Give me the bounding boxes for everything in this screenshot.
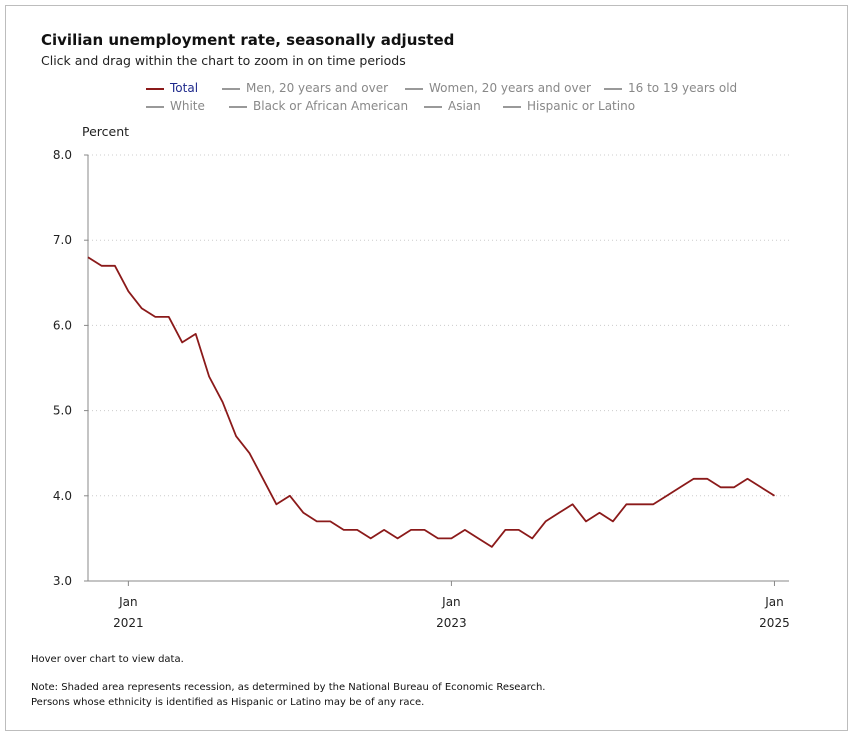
data-point[interactable] xyxy=(448,535,454,541)
legend-label: Asian xyxy=(448,99,481,113)
data-point[interactable] xyxy=(731,484,737,490)
x-tick-year-label: 2025 xyxy=(759,616,790,630)
data-point[interactable] xyxy=(704,476,710,482)
data-point[interactable] xyxy=(112,263,118,269)
data-point[interactable] xyxy=(381,527,387,533)
data-point[interactable] xyxy=(664,493,670,499)
legend-swatch xyxy=(604,88,622,90)
data-point[interactable] xyxy=(543,518,549,524)
data-point[interactable] xyxy=(502,527,508,533)
y-tick-label: 6.0 xyxy=(53,318,72,332)
data-point[interactable] xyxy=(139,305,145,311)
note-recession: Note: Shaded area represents recession, … xyxy=(31,682,546,693)
y-axis-unit-label: Percent xyxy=(82,124,130,139)
y-tick-label: 4.0 xyxy=(53,489,72,503)
x-tick-month-label: Jan xyxy=(441,595,461,609)
data-point[interactable] xyxy=(570,501,576,507)
series-line-total xyxy=(87,256,775,548)
data-point[interactable] xyxy=(300,510,306,516)
data-point[interactable] xyxy=(637,501,643,507)
x-axis: Jan 2021 Jan 2023 Jan 2025 xyxy=(88,580,790,630)
note-hispanic: Persons whose ethnicity is identified as… xyxy=(31,697,425,708)
data-point[interactable] xyxy=(745,476,751,482)
data-point[interactable] xyxy=(583,518,589,524)
data-point[interactable] xyxy=(758,484,764,490)
chart-subtitle: Click and drag within the chart to zoom … xyxy=(41,53,406,68)
data-point[interactable] xyxy=(327,518,333,524)
data-point[interactable] xyxy=(422,527,428,533)
data-point[interactable] xyxy=(395,535,401,541)
legend-swatch xyxy=(146,88,164,90)
data-point[interactable] xyxy=(435,535,441,541)
legend-label: Total xyxy=(170,81,199,95)
legend-swatch xyxy=(222,88,240,90)
chart-frame xyxy=(5,5,848,731)
x-tick-year-label: 2023 xyxy=(436,616,467,630)
legend-row-2: White Black or African American Asian Hi… xyxy=(146,99,786,115)
data-point[interactable] xyxy=(314,518,320,524)
data-point[interactable] xyxy=(206,374,212,380)
legend-swatch xyxy=(424,106,442,108)
legend-label: Men, 20 years and over xyxy=(246,81,389,95)
data-point[interactable] xyxy=(273,501,279,507)
y-axis: 8.0 7.0 6.0 5.0 4.0 3.0 xyxy=(53,148,89,588)
legend-swatch xyxy=(503,106,521,108)
legend-swatch xyxy=(146,106,164,108)
data-point[interactable] xyxy=(341,527,347,533)
data-point[interactable] xyxy=(166,314,172,320)
data-point[interactable] xyxy=(287,493,293,499)
series-layer xyxy=(85,254,777,550)
data-point[interactable] xyxy=(152,314,158,320)
y-tick-label: 8.0 xyxy=(53,148,72,162)
data-point[interactable] xyxy=(193,331,199,337)
data-point[interactable] xyxy=(220,399,226,405)
data-point[interactable] xyxy=(475,535,481,541)
y-tick-label: 7.0 xyxy=(53,233,72,247)
data-point[interactable] xyxy=(691,476,697,482)
legend-label: White xyxy=(170,99,205,113)
data-point[interactable] xyxy=(718,484,724,490)
data-point[interactable] xyxy=(771,493,777,499)
data-point[interactable] xyxy=(650,501,656,507)
data-point[interactable] xyxy=(85,254,91,260)
data-point[interactable] xyxy=(368,535,374,541)
data-point[interactable] xyxy=(354,527,360,533)
data-point[interactable] xyxy=(596,510,602,516)
data-point[interactable] xyxy=(516,527,522,533)
data-point[interactable] xyxy=(677,484,683,490)
legend-label: Black or African American xyxy=(253,99,409,113)
legend-label: Hispanic or Latino xyxy=(527,99,636,113)
data-point[interactable] xyxy=(462,527,468,533)
data-point[interactable] xyxy=(489,544,495,550)
y-tick-label: 3.0 xyxy=(53,574,72,588)
y-tick-label: 5.0 xyxy=(53,404,72,418)
data-point[interactable] xyxy=(408,527,414,533)
hover-hint: Hover over chart to view data. xyxy=(31,654,184,665)
legend-label: 16 to 19 years old xyxy=(628,81,738,95)
x-tick-month-label: Jan xyxy=(764,595,784,609)
data-point[interactable] xyxy=(233,433,239,439)
data-point[interactable] xyxy=(179,339,185,345)
data-point[interactable] xyxy=(247,450,253,456)
legend-label: Women, 20 years and over xyxy=(429,81,591,95)
legend-swatch xyxy=(405,88,423,90)
data-point[interactable] xyxy=(623,501,629,507)
data-point[interactable] xyxy=(125,288,131,294)
x-tick-year-label: 2021 xyxy=(113,616,144,630)
data-point[interactable] xyxy=(529,535,535,541)
legend-row-1: Total Men, 20 years and over Women, 20 y… xyxy=(146,81,786,97)
legend-swatch xyxy=(229,106,247,108)
chart-title: Civilian unemployment rate, seasonally a… xyxy=(41,31,455,49)
data-point[interactable] xyxy=(260,476,266,482)
data-point[interactable] xyxy=(98,263,104,269)
data-point[interactable] xyxy=(556,510,562,516)
x-tick-month-label: Jan xyxy=(118,595,138,609)
grid-lines xyxy=(88,154,789,497)
data-point[interactable] xyxy=(610,518,616,524)
